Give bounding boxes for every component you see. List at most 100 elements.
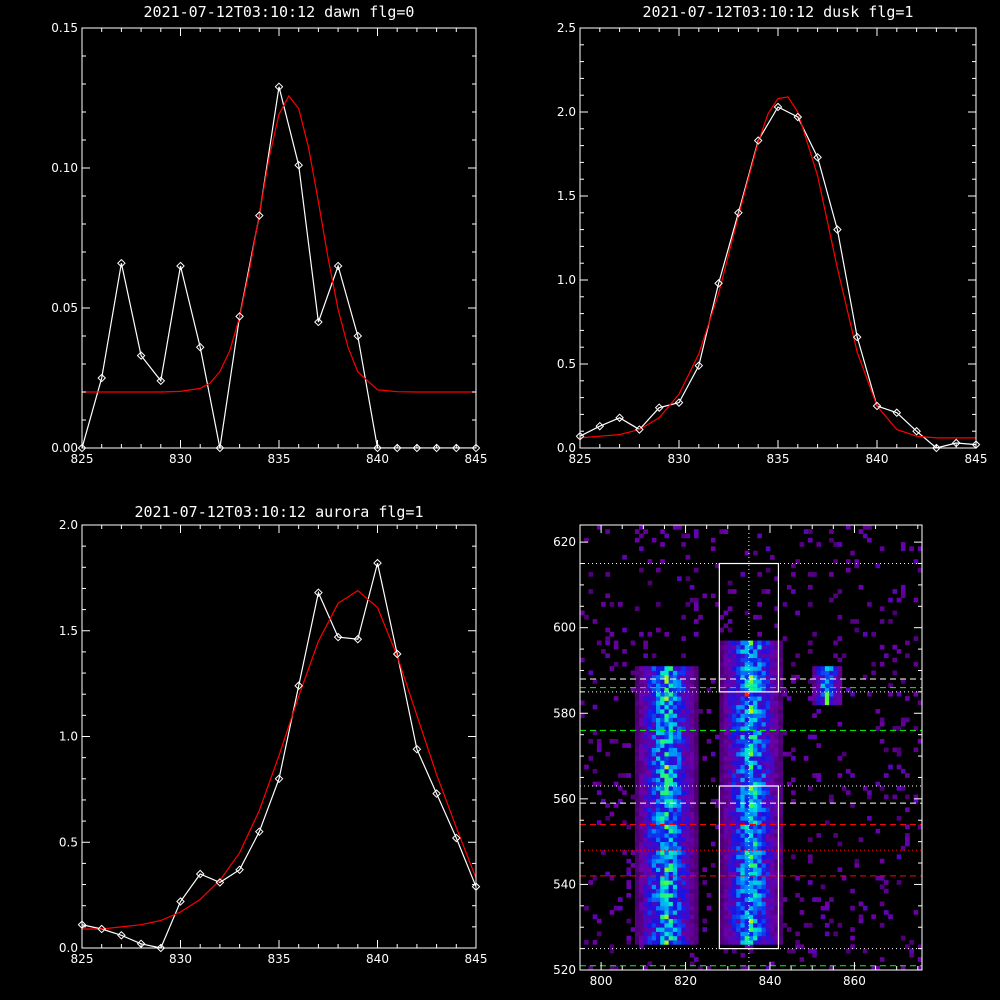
- heatmap-cell: [647, 751, 653, 757]
- heatmap-cell: [584, 614, 589, 620]
- heatmap-cell: [689, 751, 695, 757]
- heatmap-cell: [719, 751, 724, 757]
- heatmap-cell: [656, 867, 661, 872]
- heatmap-cell: [715, 824, 720, 830]
- heatmap-cell: [643, 773, 648, 778]
- heatmap-cell: [647, 910, 653, 915]
- heatmap-cell: [626, 918, 632, 924]
- heatmap-cell: [609, 910, 615, 915]
- heatmap-cell: [753, 777, 758, 783]
- heatmap-cell: [685, 854, 691, 860]
- heatmap-cell: [656, 824, 661, 830]
- heatmap-cell: [829, 691, 834, 697]
- heatmap-cell: [694, 863, 699, 868]
- heatmap-cell: [867, 794, 872, 800]
- heatmap-cell: [744, 790, 750, 795]
- heatmap-cell: [681, 614, 686, 620]
- heatmap-cell: [736, 914, 741, 920]
- heatmap-cell: [639, 666, 644, 671]
- heatmap-cell: [765, 773, 771, 778]
- heatmap-cell: [748, 743, 754, 748]
- heatmap-cell: [765, 901, 771, 907]
- data-point: [235, 312, 244, 321]
- heatmap-cell: [668, 679, 674, 684]
- heatmap-cell: [748, 798, 754, 804]
- heatmap-cell: [710, 841, 716, 847]
- heatmap-cell: [689, 867, 695, 872]
- heatmap-cell: [643, 858, 648, 864]
- heatmap-cell: [689, 897, 695, 902]
- heatmap-cell: [719, 927, 724, 932]
- heatmap-cell: [643, 892, 648, 898]
- heatmap-cell: [732, 674, 737, 680]
- heatmap-cell: [681, 914, 686, 920]
- heatmap-cell: [770, 683, 775, 688]
- heatmap-cell: [668, 670, 674, 676]
- heatmap-cell: [664, 777, 670, 783]
- heatmap-cell: [770, 777, 775, 783]
- heatmap-cell: [643, 794, 648, 800]
- heatmap-cell: [732, 798, 737, 804]
- heatmap-cell: [744, 751, 750, 757]
- heatmap-cell: [727, 863, 733, 868]
- heatmap-cell: [732, 760, 737, 766]
- heatmap-cell: [774, 837, 779, 843]
- heatmap-cell: [765, 897, 771, 902]
- heatmap-cell: [660, 897, 665, 902]
- heatmap-cell: [651, 751, 657, 757]
- heatmap-cell: [837, 691, 843, 697]
- heatmap-cell: [719, 773, 724, 778]
- heatmap-cell: [765, 661, 771, 667]
- heatmap-cell: [748, 747, 754, 753]
- fit-curve: [580, 96, 976, 439]
- heatmap-cell: [685, 777, 691, 783]
- heatmap-cell: [753, 931, 758, 937]
- heatmap-cell: [744, 550, 750, 556]
- heatmap-cell: [748, 764, 754, 770]
- heatmap-cell: [685, 760, 691, 766]
- heatmap-cell: [634, 708, 640, 714]
- heatmap-cell: [694, 888, 699, 894]
- heatmap-cell: [719, 721, 724, 727]
- heatmap-cell: [740, 700, 746, 706]
- heatmap-cell: [765, 589, 771, 594]
- heatmap-cell: [791, 756, 796, 761]
- heatmap-cell: [719, 781, 724, 787]
- heatmap-cell: [770, 922, 775, 928]
- heatmap-cell: [757, 614, 762, 620]
- heatmap-cell: [900, 768, 906, 774]
- heatmap-cell: [622, 820, 627, 825]
- heatmap-cell: [765, 828, 771, 834]
- heatmap-cell: [884, 747, 889, 753]
- heatmap-cell: [765, 841, 771, 847]
- heatmap-cell: [757, 833, 762, 838]
- heatmap-cell: [748, 871, 754, 877]
- heatmap-cell: [651, 931, 657, 937]
- heatmap-cell: [689, 811, 695, 817]
- heatmap-cell: [740, 644, 746, 650]
- heatmap-cell: [778, 696, 784, 701]
- heatmap-cell: [681, 717, 686, 723]
- heatmap-cell: [774, 751, 779, 757]
- heatmap-cell: [740, 661, 746, 667]
- heatmap-cell: [736, 940, 741, 945]
- heatmap-cell: [727, 905, 733, 911]
- heatmap-cell: [736, 850, 741, 855]
- heatmap-cell: [681, 542, 686, 547]
- heatmap-cell: [694, 730, 699, 736]
- heatmap-cell: [770, 828, 775, 834]
- heatmap-cell: [656, 786, 661, 791]
- heatmap-cell: [639, 892, 644, 898]
- heatmap-cell: [715, 803, 720, 808]
- heatmap-cell: [651, 670, 657, 676]
- heatmap-cell: [770, 803, 775, 808]
- heatmap-cell: [765, 794, 771, 800]
- heatmap-cell: [748, 892, 754, 898]
- heatmap-cell: [592, 768, 598, 774]
- plot-frame: [579, 524, 923, 971]
- heatmap-cell: [770, 786, 775, 791]
- heatmap-cell: [757, 666, 762, 671]
- heatmap-cell: [634, 871, 640, 877]
- heatmap-cell: [677, 875, 682, 881]
- heatmap-cell: [778, 815, 784, 821]
